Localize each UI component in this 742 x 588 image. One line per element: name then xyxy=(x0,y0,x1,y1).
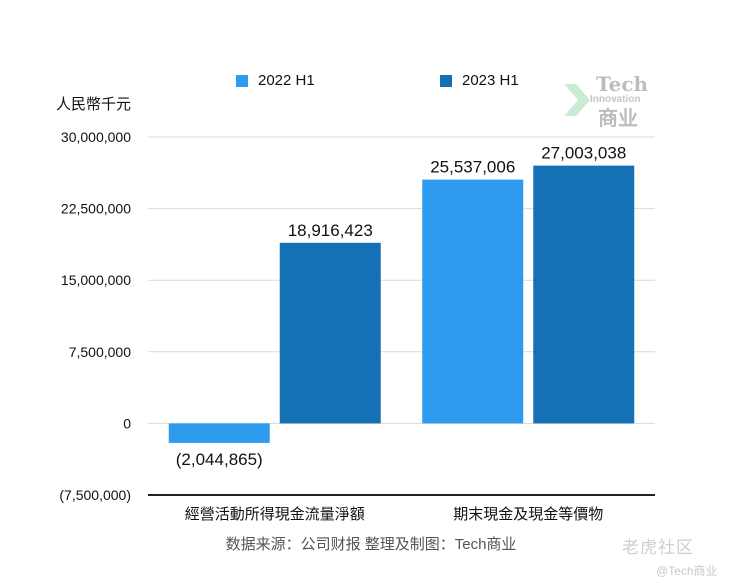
corner-brand-watermark: 老虎社区 xyxy=(622,538,694,557)
bar xyxy=(533,165,635,424)
legend-label-2023: 2023 H1 xyxy=(462,72,519,89)
data-label: 25,537,006 xyxy=(430,158,515,177)
legend-swatch-2023 xyxy=(440,74,452,87)
x-category-label: 期末現金及現金等價物 xyxy=(453,505,603,523)
bar xyxy=(422,179,524,424)
y-tick-label: 0 xyxy=(123,415,131,431)
y-tick-label: 22,500,000 xyxy=(61,201,131,217)
logo-text-innovation: Innovation xyxy=(590,94,641,105)
source-note: 数据来源：公司财报 整理及制图：Tech商业 xyxy=(225,536,517,553)
chevron-logo-icon xyxy=(564,84,590,116)
x-category-label: 經營活動所得現金流量淨額 xyxy=(185,505,365,523)
y-tick-label: 15,000,000 xyxy=(61,272,131,288)
legend-label-2022: 2022 H1 xyxy=(258,72,315,89)
y-tick-label: 30,000,000 xyxy=(61,129,131,145)
tech-logo-watermark: Tech Innovation 商业 xyxy=(562,72,657,130)
bar xyxy=(279,242,381,424)
y-tick-label: 7,500,000 xyxy=(69,344,131,360)
legend-swatch-2022 xyxy=(236,74,248,87)
logo-text-shangye: 商业 xyxy=(598,108,638,130)
y-axis-unit-label: 人民幣千元 xyxy=(56,96,132,113)
data-label: 27,003,038 xyxy=(541,144,626,163)
data-label: 18,916,423 xyxy=(288,221,373,240)
y-tick-label: (7,500,000) xyxy=(59,487,131,503)
data-label: (2,044,865) xyxy=(176,450,263,469)
logo-text-tech: Tech xyxy=(596,72,649,96)
corner-handle-watermark: @Tech商业 xyxy=(656,564,718,578)
bar xyxy=(168,423,270,443)
legend-item-2023: 2023 H1 xyxy=(440,72,519,89)
legend-item-2022: 2022 H1 xyxy=(236,72,315,89)
